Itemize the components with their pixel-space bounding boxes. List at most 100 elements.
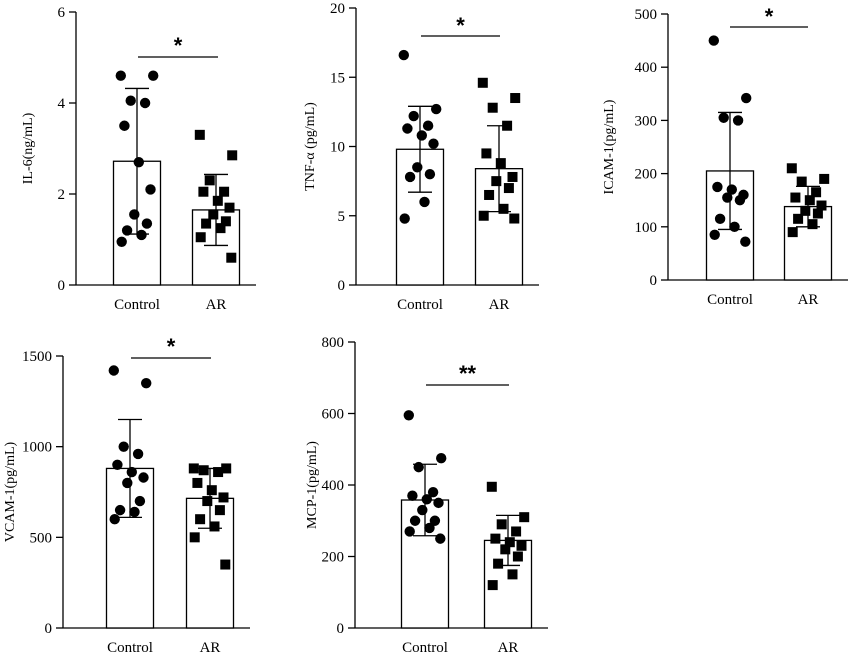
x-category-label: AR — [498, 640, 519, 656]
data-point-ar — [208, 209, 219, 220]
data-point-control — [141, 218, 153, 229]
data-point-ar — [496, 519, 507, 530]
y-tick-label: 200 — [322, 550, 345, 566]
data-point-control — [413, 461, 424, 473]
data-point-control — [148, 70, 159, 81]
data-point-ar — [206, 485, 217, 496]
data-point-ar — [512, 551, 523, 562]
data-point-control — [398, 49, 409, 61]
data-point-control — [116, 236, 127, 247]
y-tick-label: 20 — [330, 1, 345, 17]
data-point-ar — [504, 537, 515, 548]
data-point-ar — [796, 176, 807, 187]
data-point-ar — [490, 533, 501, 544]
data-point-ar — [226, 252, 237, 263]
data-point-control — [408, 110, 419, 122]
data-point-control — [417, 504, 428, 516]
data-point-control — [722, 192, 733, 203]
data-point-ar — [495, 158, 506, 169]
data-point-control — [132, 448, 144, 460]
y-tick-label: 15 — [330, 70, 345, 86]
x-category-label: Control — [397, 297, 443, 313]
data-point-control — [399, 213, 410, 224]
significance-marker: * — [167, 334, 176, 359]
y-axis-title: ICAM-1(pg/mL) — [602, 99, 617, 194]
data-point-ar — [484, 189, 495, 200]
data-point-ar — [219, 186, 230, 197]
y-tick-label: 0 — [337, 621, 345, 637]
y-tick-label: 500 — [635, 7, 658, 23]
data-point-control — [433, 497, 444, 509]
data-point-control — [419, 196, 430, 208]
data-point-ar — [195, 514, 206, 525]
data-point-control — [121, 225, 133, 236]
data-point-ar — [804, 195, 815, 206]
data-point-control — [421, 494, 432, 505]
y-tick-label: 1500 — [22, 349, 52, 365]
data-point-ar — [519, 512, 530, 523]
data-point-control — [714, 213, 726, 225]
data-point-control — [407, 490, 418, 501]
data-point-ar — [188, 463, 199, 474]
significance-marker: * — [174, 33, 183, 58]
x-category-label: AR — [798, 292, 819, 308]
data-point-control — [729, 221, 740, 232]
data-point-ar — [481, 148, 492, 159]
y-axis-title: TNF-α (pg/mL) — [303, 102, 318, 191]
data-point-ar — [509, 213, 520, 224]
data-point-ar — [793, 213, 804, 224]
data-point-ar — [790, 192, 801, 203]
data-point-control — [119, 120, 130, 131]
y-axis-title: VCAM-1(pg/mL) — [3, 442, 18, 543]
data-point-control — [118, 441, 129, 452]
data-point-control — [125, 95, 136, 106]
y-axis-title: IL-6(ng/mL) — [21, 112, 36, 184]
data-point-ar — [498, 203, 509, 214]
data-point-control — [134, 495, 146, 507]
y-tick-label: 0 — [45, 621, 53, 637]
x-category-label: Control — [107, 640, 153, 656]
chart-panel-1: 0 2 4 6 IL-6(ng/mL) Control AR * — [21, 5, 256, 313]
data-point-ar — [209, 521, 220, 532]
data-point-control — [112, 459, 123, 470]
data-point-ar — [220, 216, 231, 227]
y-tick-label: 100 — [635, 220, 658, 236]
data-point-control — [409, 515, 421, 526]
data-point-ar — [811, 187, 822, 198]
data-point-control — [422, 120, 434, 131]
data-point-ar — [198, 186, 209, 197]
data-point-control — [740, 236, 751, 247]
data-point-control — [741, 92, 752, 104]
y-tick-label: 400 — [635, 60, 658, 76]
x-category-label: AR — [206, 297, 227, 313]
y-tick-label: 6 — [58, 5, 66, 21]
data-point-control — [136, 229, 147, 241]
data-point-ar — [195, 232, 206, 243]
data-point-ar — [194, 129, 205, 140]
significance-marker: ** — [459, 361, 477, 386]
data-point-control — [708, 35, 719, 46]
y-tick-label: 600 — [322, 407, 345, 423]
data-point-ar — [220, 559, 231, 570]
data-point-control — [138, 472, 149, 483]
data-point-control — [436, 452, 447, 464]
data-point-ar — [213, 467, 224, 478]
y-tick-label: 500 — [30, 530, 53, 546]
data-point-ar — [491, 176, 502, 187]
data-point-control — [424, 522, 435, 534]
data-point-ar — [800, 205, 811, 216]
data-point-ar — [189, 532, 200, 543]
y-tick-label: 2 — [58, 187, 66, 203]
data-point-control — [141, 378, 152, 389]
y-tick-label: 0 — [338, 278, 346, 294]
x-category-label: AR — [489, 297, 510, 313]
x-category-label: Control — [114, 297, 160, 313]
data-point-control — [428, 138, 439, 149]
data-point-control — [133, 156, 144, 168]
y-axis-title: MCP-1(pg/mL) — [305, 441, 320, 529]
chart-panel-4: 0 500 1000 1500 VCAM-1(pg/mL) Control AR * — [3, 334, 250, 656]
data-point-control — [403, 410, 414, 421]
data-point-control — [114, 504, 126, 516]
y-tick-label: 0 — [650, 273, 658, 289]
